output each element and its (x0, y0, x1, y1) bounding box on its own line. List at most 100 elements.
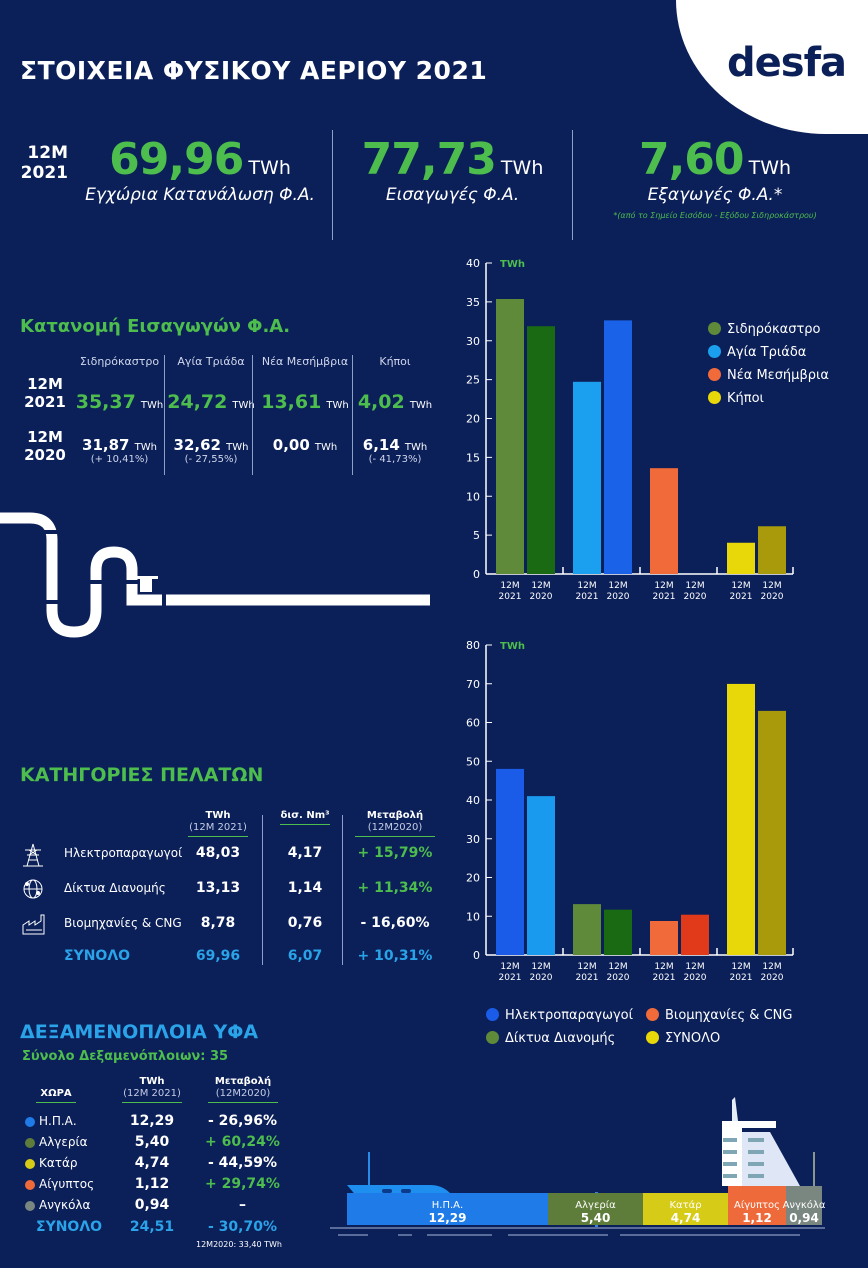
y-tick-label: 50 (466, 755, 480, 768)
imports-chart-legend: Σιδηρόκαστρο Αγία Τριάδα Νέα Μεσήμβρια Κήπο… (708, 318, 829, 410)
header-label: δισ. Nm³ (280, 810, 330, 825)
kpi-value: 77,73 (361, 134, 497, 185)
import-column-header: Σιδηρόκαστρο (79, 355, 160, 368)
x-tick-label: 12M (500, 581, 519, 591)
value: 31,87 (82, 436, 130, 454)
bar (604, 320, 632, 574)
legend-item: Κήποι (708, 387, 829, 410)
divider (164, 355, 165, 475)
x-tick-label: 12M (731, 962, 750, 972)
unit: TWh (314, 442, 338, 453)
power-pylon-icon (22, 843, 44, 871)
country-change: – (239, 1197, 246, 1213)
y-tick-label: 0 (473, 949, 480, 962)
x-tick-label: 12M (608, 962, 627, 972)
kpi-period: 12M 2021 (20, 143, 68, 183)
ship-segment-value: 5,40 (581, 1211, 611, 1225)
x-tick-label: 12M (685, 581, 704, 591)
bar (681, 914, 709, 955)
legend-swatch (708, 391, 721, 404)
kpi-imports: 77,73 TWh Εισαγωγές Φ.Α. (340, 134, 565, 205)
customer-total-label: ΣΥΝΟΛΟ (64, 948, 131, 964)
customers-title: ΚΑΤΗΓΟΡΙΕΣ ΠΕΛΑΤΩΝ (20, 764, 264, 786)
ship-segment-label: Αλγερία (575, 1199, 616, 1211)
x-tick-label: 2021 (730, 973, 753, 983)
x-tick-label: 12M (531, 581, 550, 591)
import-value-2021: 24,72 TWh (167, 391, 255, 413)
bar (758, 710, 786, 955)
legend-item: Δίκτυα Διανομής (486, 1027, 646, 1050)
x-tick-label: 2021 (653, 973, 676, 983)
country-name: Η.Π.Α. (39, 1114, 77, 1128)
change: (- 41,73%) (368, 454, 422, 465)
ship-segment-value: 1,12 (742, 1211, 772, 1225)
bar (527, 326, 555, 574)
country-color-dot (25, 1201, 35, 1211)
legend-label: Δίκτυα Διανομής (505, 1031, 616, 1046)
y-tick-label: 60 (466, 717, 480, 730)
label-line: 2021 (24, 393, 66, 411)
x-tick-label: 12M (654, 581, 673, 591)
country-color-dot (25, 1138, 35, 1148)
x-tick-label: 12M (685, 962, 704, 972)
customers-chart-legend: Ηλεκτροπαραγωγοί Βιομηχανίες & CNG Δίκτυα … (486, 1004, 846, 1050)
country-change: - 44,59% (208, 1155, 277, 1171)
divider (572, 130, 573, 240)
y-tick-label: 10 (466, 490, 480, 503)
import-value-2020: 32,62 TWh (- 27,55%) (167, 435, 255, 465)
kpi-note: *(από το Σημείο Εισόδου - Εξόδου Σιδηροκ… (613, 211, 817, 220)
legend-label: Σιδηρόκαστρο (727, 322, 821, 337)
page-title: ΣΤΟΙΧΕΙΑ ΦΥΣΙΚΟΥ ΑΕΡΙΟΥ 2021 (20, 56, 488, 85)
import-column-header: Κήποι (379, 355, 411, 368)
divider (332, 130, 333, 240)
kpi-unit: TWh (248, 157, 291, 179)
lng-total-label: ΣΥΝΟΛΟ (36, 1219, 103, 1235)
factory-icon (22, 913, 48, 939)
bar (604, 909, 632, 955)
divider (252, 355, 253, 475)
legend-label: Νέα Μεσήμβρια (727, 368, 829, 383)
imports-table: 12M 2021 12M 2020 Σιδηρόκαστρο 35,37 TWh 31,… (20, 355, 440, 475)
x-tick-label: 2020 (761, 592, 784, 602)
x-tick-label: 12M (731, 581, 750, 591)
divider (342, 815, 343, 965)
header-label: ΧΩΡΑ (36, 1088, 76, 1103)
legend-label: Βιομηχανίες & CNG (665, 1008, 793, 1023)
y-tick-label: 80 (466, 639, 480, 652)
country-twh: 0,94 (134, 1197, 170, 1213)
y-tick-label: 40 (466, 257, 480, 270)
customer-nm3: 4,17 (287, 845, 323, 861)
legend-item: Νέα Μεσήμβρια (708, 364, 829, 387)
value: 6,14 (362, 436, 400, 454)
divider (352, 355, 353, 475)
x-tick-label: 2020 (761, 973, 784, 983)
y-tick-label: 15 (466, 451, 480, 464)
lng-total-twh: 24,51 (129, 1219, 175, 1235)
x-tick-label: 2021 (576, 973, 599, 983)
x-tick-label: 2020 (684, 592, 707, 602)
y-tick-label: 5 (473, 529, 480, 542)
kpi-value: 7,60 (638, 134, 745, 185)
header-label: TWh (139, 1076, 165, 1087)
ship-segment-value: 0,94 (789, 1211, 819, 1225)
y-tick-label: 30 (466, 335, 480, 348)
bar (650, 468, 678, 574)
customer-total-twh: 69,96 (195, 948, 241, 964)
value: 24,72 (167, 391, 228, 413)
globe-network-icon (22, 878, 44, 904)
legend-swatch (708, 345, 721, 358)
legend-label: Ηλεκτροπαραγωγοί (505, 1008, 634, 1023)
country-change: + 60,24% (205, 1134, 280, 1150)
x-tick-label: 2020 (607, 592, 630, 602)
bar (727, 542, 755, 574)
imports-title: Κατανομή Εισαγωγών Φ.Α. (20, 316, 291, 337)
header-nm3: δισ. Nm³ (275, 810, 335, 825)
x-tick-label: 12M (762, 581, 781, 591)
change: (- 27,55%) (184, 454, 238, 465)
label-line: 12M (27, 428, 63, 446)
legend-item: Βιομηχανίες & CNG (646, 1004, 846, 1027)
customer-twh: 8,78 (200, 915, 236, 931)
